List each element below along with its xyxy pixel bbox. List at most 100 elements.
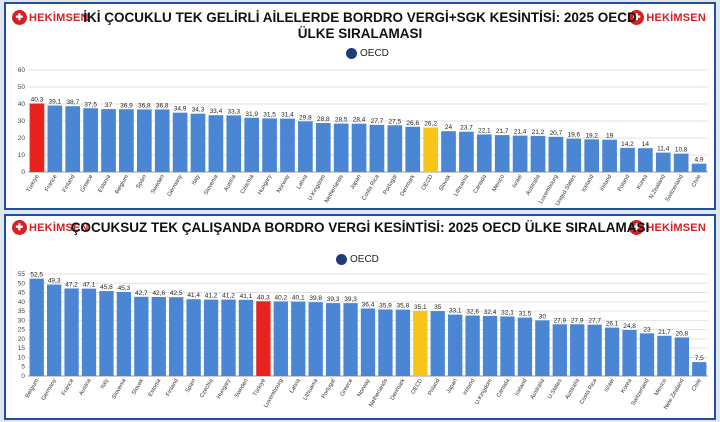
y-tick-label: 10 bbox=[18, 152, 26, 159]
category-label: U.Kingdom bbox=[474, 378, 494, 406]
category-label: Latvia bbox=[289, 377, 302, 394]
data-label: 45,3 bbox=[118, 285, 131, 292]
y-tick-label: 40 bbox=[18, 299, 26, 306]
category-label: Canada bbox=[496, 377, 512, 398]
data-label: 31,5 bbox=[263, 111, 276, 118]
data-label: 31,5 bbox=[519, 311, 532, 318]
data-label: 4,9 bbox=[695, 157, 704, 164]
category-label: U.Kingdom bbox=[307, 174, 327, 202]
bar-2-36 bbox=[657, 335, 672, 376]
bar-1-31 bbox=[584, 139, 600, 172]
data-label: 33,3 bbox=[227, 108, 240, 115]
data-label: 35,1 bbox=[414, 304, 427, 311]
hekimsen-logo-text: HEKİMSEN bbox=[29, 221, 89, 234]
category-label: Latvia bbox=[296, 173, 309, 190]
category-label: N.Zealand bbox=[648, 174, 667, 200]
category-label: Austria bbox=[79, 377, 94, 396]
category-label: Lithuania bbox=[453, 173, 470, 197]
category-label: Iceland bbox=[514, 378, 529, 397]
bar-2-34 bbox=[622, 330, 637, 376]
category-label: Israel bbox=[604, 378, 616, 393]
category-label: Luxembourg bbox=[263, 378, 284, 409]
bar-2-17 bbox=[325, 303, 341, 376]
bar-2-5 bbox=[116, 291, 132, 376]
category-label: Poland bbox=[617, 174, 631, 193]
category-label: Denmark bbox=[400, 174, 417, 197]
bar-1-34 bbox=[638, 148, 653, 172]
category-label: Germany bbox=[167, 174, 184, 198]
category-label: Denmark bbox=[390, 378, 407, 401]
data-label: 27,7 bbox=[588, 318, 601, 325]
bar-2-0 bbox=[29, 278, 44, 376]
data-label: 36,8 bbox=[156, 102, 169, 109]
data-label: 37 bbox=[105, 102, 113, 109]
bar-2-32 bbox=[587, 324, 602, 376]
bar-1-14 bbox=[280, 118, 295, 172]
chart-title-bottom: ÇOCUKSUZ TEK ÇALIŞANDA BORDRO VERGİ KESİ… bbox=[70, 220, 650, 235]
oecd-logo-top: OECD bbox=[346, 48, 389, 59]
data-label: 37,5 bbox=[84, 101, 97, 108]
data-label: 39,1 bbox=[49, 99, 62, 106]
data-label: 19,6 bbox=[567, 132, 580, 139]
data-label: 47,1 bbox=[83, 282, 96, 289]
category-label: Ireland bbox=[599, 174, 613, 192]
bar-2-28 bbox=[517, 317, 533, 376]
bar-1-17 bbox=[333, 123, 349, 172]
data-label: 42,5 bbox=[170, 290, 183, 297]
category-label: Netherlands bbox=[368, 378, 389, 408]
oecd-logo-icon bbox=[346, 48, 357, 59]
data-label: 26,1 bbox=[606, 321, 619, 328]
category-label: Spain bbox=[185, 378, 198, 394]
bar-2-21 bbox=[395, 309, 411, 376]
category-label: Hungary bbox=[257, 174, 273, 196]
bar-1-2 bbox=[65, 106, 81, 172]
data-label: 14 bbox=[642, 141, 650, 148]
bar-2-3 bbox=[81, 288, 97, 376]
data-label: 41,2 bbox=[205, 293, 218, 300]
data-label: 20,8 bbox=[676, 330, 689, 337]
hekimsen-logo-text: HEKİMSEN bbox=[29, 11, 89, 24]
chart-panel-bottom: ✚ HEKİMSEN ✚ HEKİMSEN ÇOCUKSUZ TEK ÇALIŞ… bbox=[4, 214, 716, 420]
y-tick-label: 30 bbox=[18, 317, 26, 324]
bar-2-6 bbox=[134, 296, 149, 376]
y-tick-label: 20 bbox=[18, 135, 26, 142]
bar-1-3 bbox=[83, 108, 98, 172]
data-label: 28,8 bbox=[317, 116, 330, 123]
category-label: Czechia bbox=[199, 377, 215, 399]
bar-1-15 bbox=[298, 121, 313, 172]
data-label: 36,4 bbox=[362, 301, 375, 308]
data-label: 24,8 bbox=[623, 323, 636, 330]
category-label: Italy bbox=[100, 378, 111, 390]
hekimsen-logo-text: HEKİMSEN bbox=[646, 221, 706, 234]
data-label: 27,5 bbox=[389, 118, 402, 125]
category-label: U.States bbox=[547, 378, 563, 400]
data-label: 41,2 bbox=[222, 293, 235, 300]
category-label: Hungary bbox=[216, 378, 232, 400]
bar-2-12 bbox=[238, 299, 254, 376]
bar-1-7 bbox=[154, 109, 170, 172]
data-label: 31,4 bbox=[281, 112, 294, 119]
bar-2-18 bbox=[343, 303, 358, 376]
bar-2-20 bbox=[378, 309, 393, 376]
hekimsen-logo-right: ✚ HEKİMSEN bbox=[629, 220, 706, 235]
category-label: Costa Rica bbox=[361, 173, 381, 201]
bar-2-35 bbox=[639, 333, 655, 376]
data-label: 41,1 bbox=[240, 293, 253, 300]
bar-2-9 bbox=[186, 299, 201, 376]
bar-2-22 bbox=[413, 310, 428, 376]
category-label: Mexico bbox=[654, 378, 668, 397]
hekimsen-logo-right: ✚ HEKİMSEN bbox=[629, 10, 706, 25]
data-label: 23 bbox=[643, 326, 651, 333]
data-label: 10,8 bbox=[675, 147, 688, 154]
data-label: 24 bbox=[445, 124, 453, 131]
data-label: 29,8 bbox=[299, 114, 312, 121]
bar-chart-top: 0 10 20 30 40 50 60 40,3 Türkiye 39,1 France 38,7 Fi… bbox=[18, 67, 708, 207]
data-label: 49,3 bbox=[48, 278, 61, 285]
hekimsen-logo-icon: ✚ bbox=[629, 220, 645, 235]
bar-1-29 bbox=[548, 136, 564, 172]
bar-2-29 bbox=[535, 320, 550, 376]
data-label: 27,9 bbox=[553, 317, 566, 324]
bar-1-20 bbox=[387, 125, 403, 172]
data-label: 45,8 bbox=[100, 284, 113, 291]
y-tick-label: 50 bbox=[18, 84, 26, 91]
